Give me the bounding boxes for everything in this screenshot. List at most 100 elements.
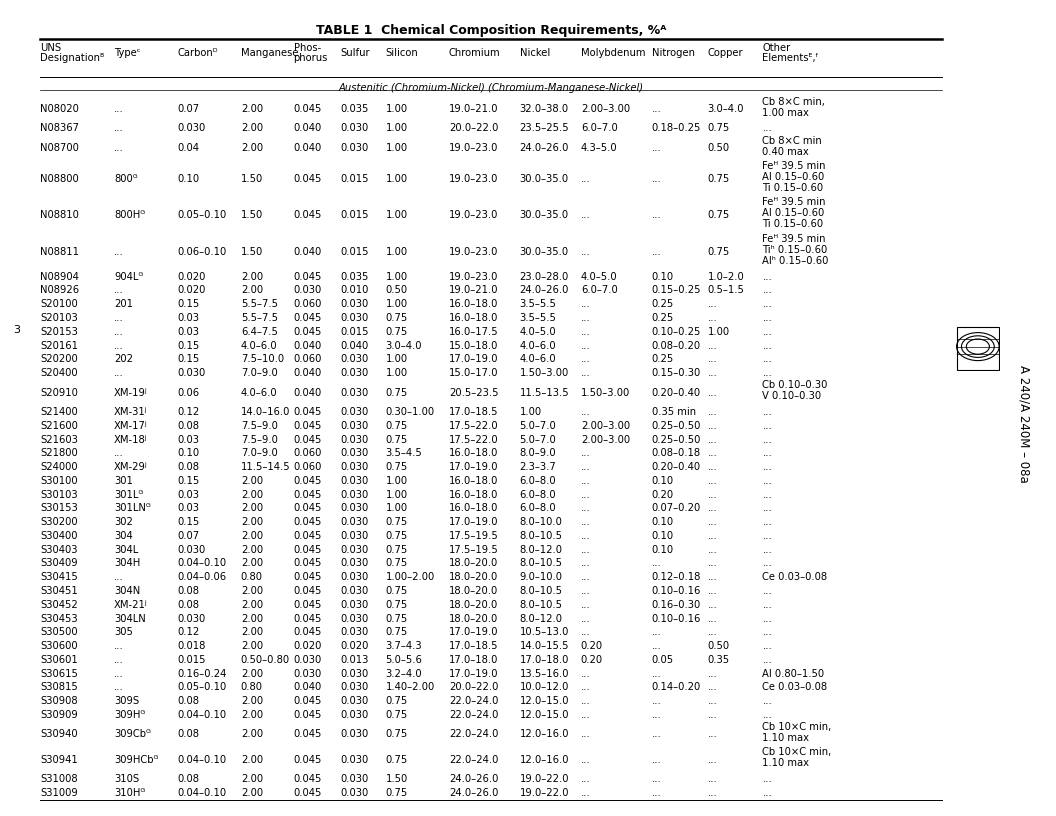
Text: 1.10 max: 1.10 max bbox=[762, 758, 810, 769]
Text: 19.0–21.0: 19.0–21.0 bbox=[449, 286, 498, 295]
Text: 0.030: 0.030 bbox=[340, 388, 369, 397]
Text: Elementsᴱ,ᶠ: Elementsᴱ,ᶠ bbox=[762, 53, 819, 63]
Text: 7.5–9.0: 7.5–9.0 bbox=[241, 421, 278, 431]
Text: 3.0–4.0: 3.0–4.0 bbox=[708, 104, 744, 114]
Text: 8.0–10.0: 8.0–10.0 bbox=[520, 517, 563, 527]
Text: Designationᴮ: Designationᴮ bbox=[40, 53, 105, 63]
Text: ...: ... bbox=[762, 272, 772, 282]
Text: Cb 0.10–0.30: Cb 0.10–0.30 bbox=[762, 380, 828, 391]
Text: 16.0–17.5: 16.0–17.5 bbox=[449, 326, 498, 337]
Text: 0.10: 0.10 bbox=[177, 448, 200, 459]
Text: 0.25–0.50: 0.25–0.50 bbox=[652, 421, 701, 431]
Text: 12.0–15.0: 12.0–15.0 bbox=[520, 710, 569, 720]
Text: ...: ... bbox=[114, 668, 124, 679]
Text: 3.5–5.5: 3.5–5.5 bbox=[520, 299, 557, 309]
Text: phorus: phorus bbox=[294, 53, 328, 63]
Text: 0.75: 0.75 bbox=[385, 600, 408, 610]
Text: 1.00: 1.00 bbox=[385, 299, 408, 309]
Text: 2.00–3.00: 2.00–3.00 bbox=[581, 435, 630, 445]
Text: ...: ... bbox=[581, 210, 590, 220]
Text: S21603: S21603 bbox=[40, 435, 78, 445]
Text: 0.045: 0.045 bbox=[294, 435, 322, 445]
Text: 0.030: 0.030 bbox=[340, 755, 369, 765]
Text: Cb 8×C min: Cb 8×C min bbox=[762, 135, 823, 146]
Text: N08700: N08700 bbox=[40, 143, 79, 153]
Text: 2.00: 2.00 bbox=[241, 586, 263, 596]
Text: 0.20: 0.20 bbox=[581, 655, 603, 665]
Text: 1.00: 1.00 bbox=[385, 503, 408, 513]
Text: 16.0–18.0: 16.0–18.0 bbox=[449, 313, 498, 323]
Text: ...: ... bbox=[762, 448, 772, 459]
Text: 19.0–23.0: 19.0–23.0 bbox=[449, 143, 498, 153]
Text: 0.030: 0.030 bbox=[340, 572, 369, 583]
Text: 2.00–3.00: 2.00–3.00 bbox=[581, 104, 630, 114]
Text: 0.045: 0.045 bbox=[294, 545, 322, 555]
Text: 20.5–23.5: 20.5–23.5 bbox=[449, 388, 498, 397]
Text: 0.030: 0.030 bbox=[340, 531, 369, 541]
Text: 4.0–6.0: 4.0–6.0 bbox=[241, 388, 278, 397]
Text: 0.040: 0.040 bbox=[294, 340, 322, 351]
Text: 0.75: 0.75 bbox=[385, 435, 408, 445]
Text: 309Cbᴳ: 309Cbᴳ bbox=[114, 730, 151, 739]
Text: ...: ... bbox=[581, 246, 590, 256]
Text: 1.00: 1.00 bbox=[385, 490, 408, 499]
Text: 1.00: 1.00 bbox=[385, 246, 408, 256]
Text: ...: ... bbox=[762, 600, 772, 610]
Text: 2.00: 2.00 bbox=[241, 755, 263, 765]
Text: TABLE 1  Chemical Composition Requirements, %ᴬ: TABLE 1 Chemical Composition Requirement… bbox=[316, 24, 666, 38]
Text: 0.08: 0.08 bbox=[177, 586, 200, 596]
Text: 0.04–0.10: 0.04–0.10 bbox=[177, 755, 227, 765]
Text: 0.08: 0.08 bbox=[177, 730, 200, 739]
Text: 0.05–0.10: 0.05–0.10 bbox=[177, 210, 227, 220]
Text: 0.040: 0.040 bbox=[294, 368, 322, 378]
Text: 16.0–18.0: 16.0–18.0 bbox=[449, 299, 498, 309]
Text: 0.020: 0.020 bbox=[294, 641, 322, 651]
Text: 309S: 309S bbox=[114, 696, 139, 706]
Text: 10.0–12.0: 10.0–12.0 bbox=[520, 682, 569, 693]
Text: ...: ... bbox=[762, 558, 772, 569]
Text: ...: ... bbox=[581, 313, 590, 323]
Text: ...: ... bbox=[708, 503, 717, 513]
Text: S30615: S30615 bbox=[40, 668, 78, 679]
Text: S24000: S24000 bbox=[40, 462, 78, 472]
Text: 0.06–0.10: 0.06–0.10 bbox=[177, 246, 227, 256]
Text: 201: 201 bbox=[114, 299, 133, 309]
Text: 2.00: 2.00 bbox=[241, 628, 263, 637]
Text: 16.0–18.0: 16.0–18.0 bbox=[449, 476, 498, 486]
Text: 0.030: 0.030 bbox=[340, 517, 369, 527]
Text: 3.2–4.0: 3.2–4.0 bbox=[385, 668, 422, 679]
Text: 0.20: 0.20 bbox=[581, 641, 603, 651]
Text: ...: ... bbox=[581, 490, 590, 499]
Text: Al 0.15–0.60: Al 0.15–0.60 bbox=[762, 172, 825, 182]
Text: 0.030: 0.030 bbox=[177, 368, 206, 378]
Text: ...: ... bbox=[652, 668, 661, 679]
Text: 0.030: 0.030 bbox=[340, 614, 369, 623]
Text: ...: ... bbox=[762, 407, 772, 417]
Text: 0.030: 0.030 bbox=[340, 407, 369, 417]
Text: 305: 305 bbox=[114, 628, 133, 637]
Text: 0.15: 0.15 bbox=[177, 517, 200, 527]
Text: 0.50–0.80: 0.50–0.80 bbox=[241, 655, 290, 665]
Text: 4.0–6.0: 4.0–6.0 bbox=[520, 340, 557, 351]
Text: ...: ... bbox=[581, 682, 590, 693]
Text: 1.00: 1.00 bbox=[385, 272, 408, 282]
Text: 2.00: 2.00 bbox=[241, 272, 263, 282]
Text: ...: ... bbox=[581, 299, 590, 309]
Text: 0.75: 0.75 bbox=[385, 755, 408, 765]
Text: S30400: S30400 bbox=[40, 531, 78, 541]
Text: ...: ... bbox=[114, 286, 124, 295]
Text: 17.0–19.0: 17.0–19.0 bbox=[449, 517, 498, 527]
Text: 310Hᴳ: 310Hᴳ bbox=[114, 787, 146, 798]
Text: 0.045: 0.045 bbox=[294, 787, 322, 798]
Text: 0.045: 0.045 bbox=[294, 490, 322, 499]
Text: 19.0–22.0: 19.0–22.0 bbox=[520, 787, 569, 798]
Text: 0.75: 0.75 bbox=[708, 174, 730, 184]
Text: 4.0–6.0: 4.0–6.0 bbox=[241, 340, 278, 351]
Text: S20161: S20161 bbox=[40, 340, 78, 351]
Text: 17.0–19.0: 17.0–19.0 bbox=[449, 462, 498, 472]
Text: 0.10: 0.10 bbox=[652, 272, 674, 282]
Text: ...: ... bbox=[762, 787, 772, 798]
Text: 0.045: 0.045 bbox=[294, 104, 322, 114]
Text: ...: ... bbox=[708, 774, 717, 784]
Text: ...: ... bbox=[708, 696, 717, 706]
